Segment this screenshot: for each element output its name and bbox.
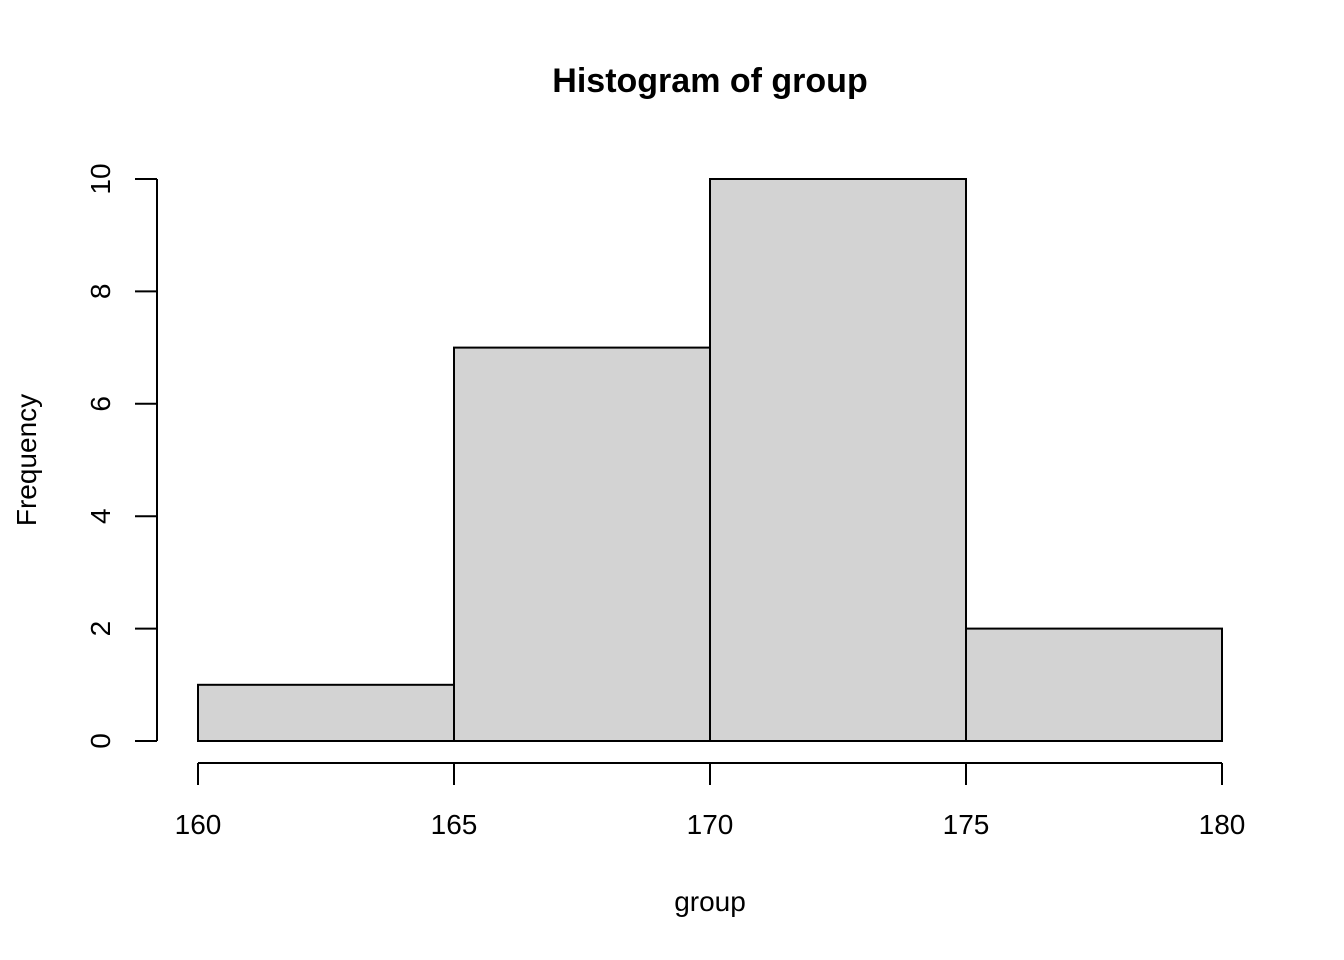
x-axis: 160 165 170 175 180 [175,762,1246,840]
x-tick-label: 180 [1199,809,1246,840]
y-tick-label: 2 [85,621,116,637]
chart-title: Histogram of group [552,62,867,100]
y-axis: 0 2 4 6 8 10 [85,163,158,749]
x-tick-label: 170 [687,809,734,840]
y-tick-label: 10 [85,163,116,194]
x-axis-label: group [674,886,746,917]
x-tick-label: 160 [175,809,222,840]
bars-group [197,178,1223,742]
y-tick-label: 4 [85,508,116,524]
histogram-bar-160-165 [197,683,455,742]
y-tick-label: 6 [85,396,116,412]
x-tick-label: 175 [943,809,990,840]
y-tick-label: 8 [85,284,116,300]
histogram-bar-170-175 [709,178,967,742]
x-tick-label: 165 [431,809,478,840]
histogram-bar-165-170 [453,346,711,742]
y-axis-label: Frequency [11,394,42,526]
y-tick-label: 0 [85,733,116,749]
histogram-bar-175-180 [965,627,1223,742]
